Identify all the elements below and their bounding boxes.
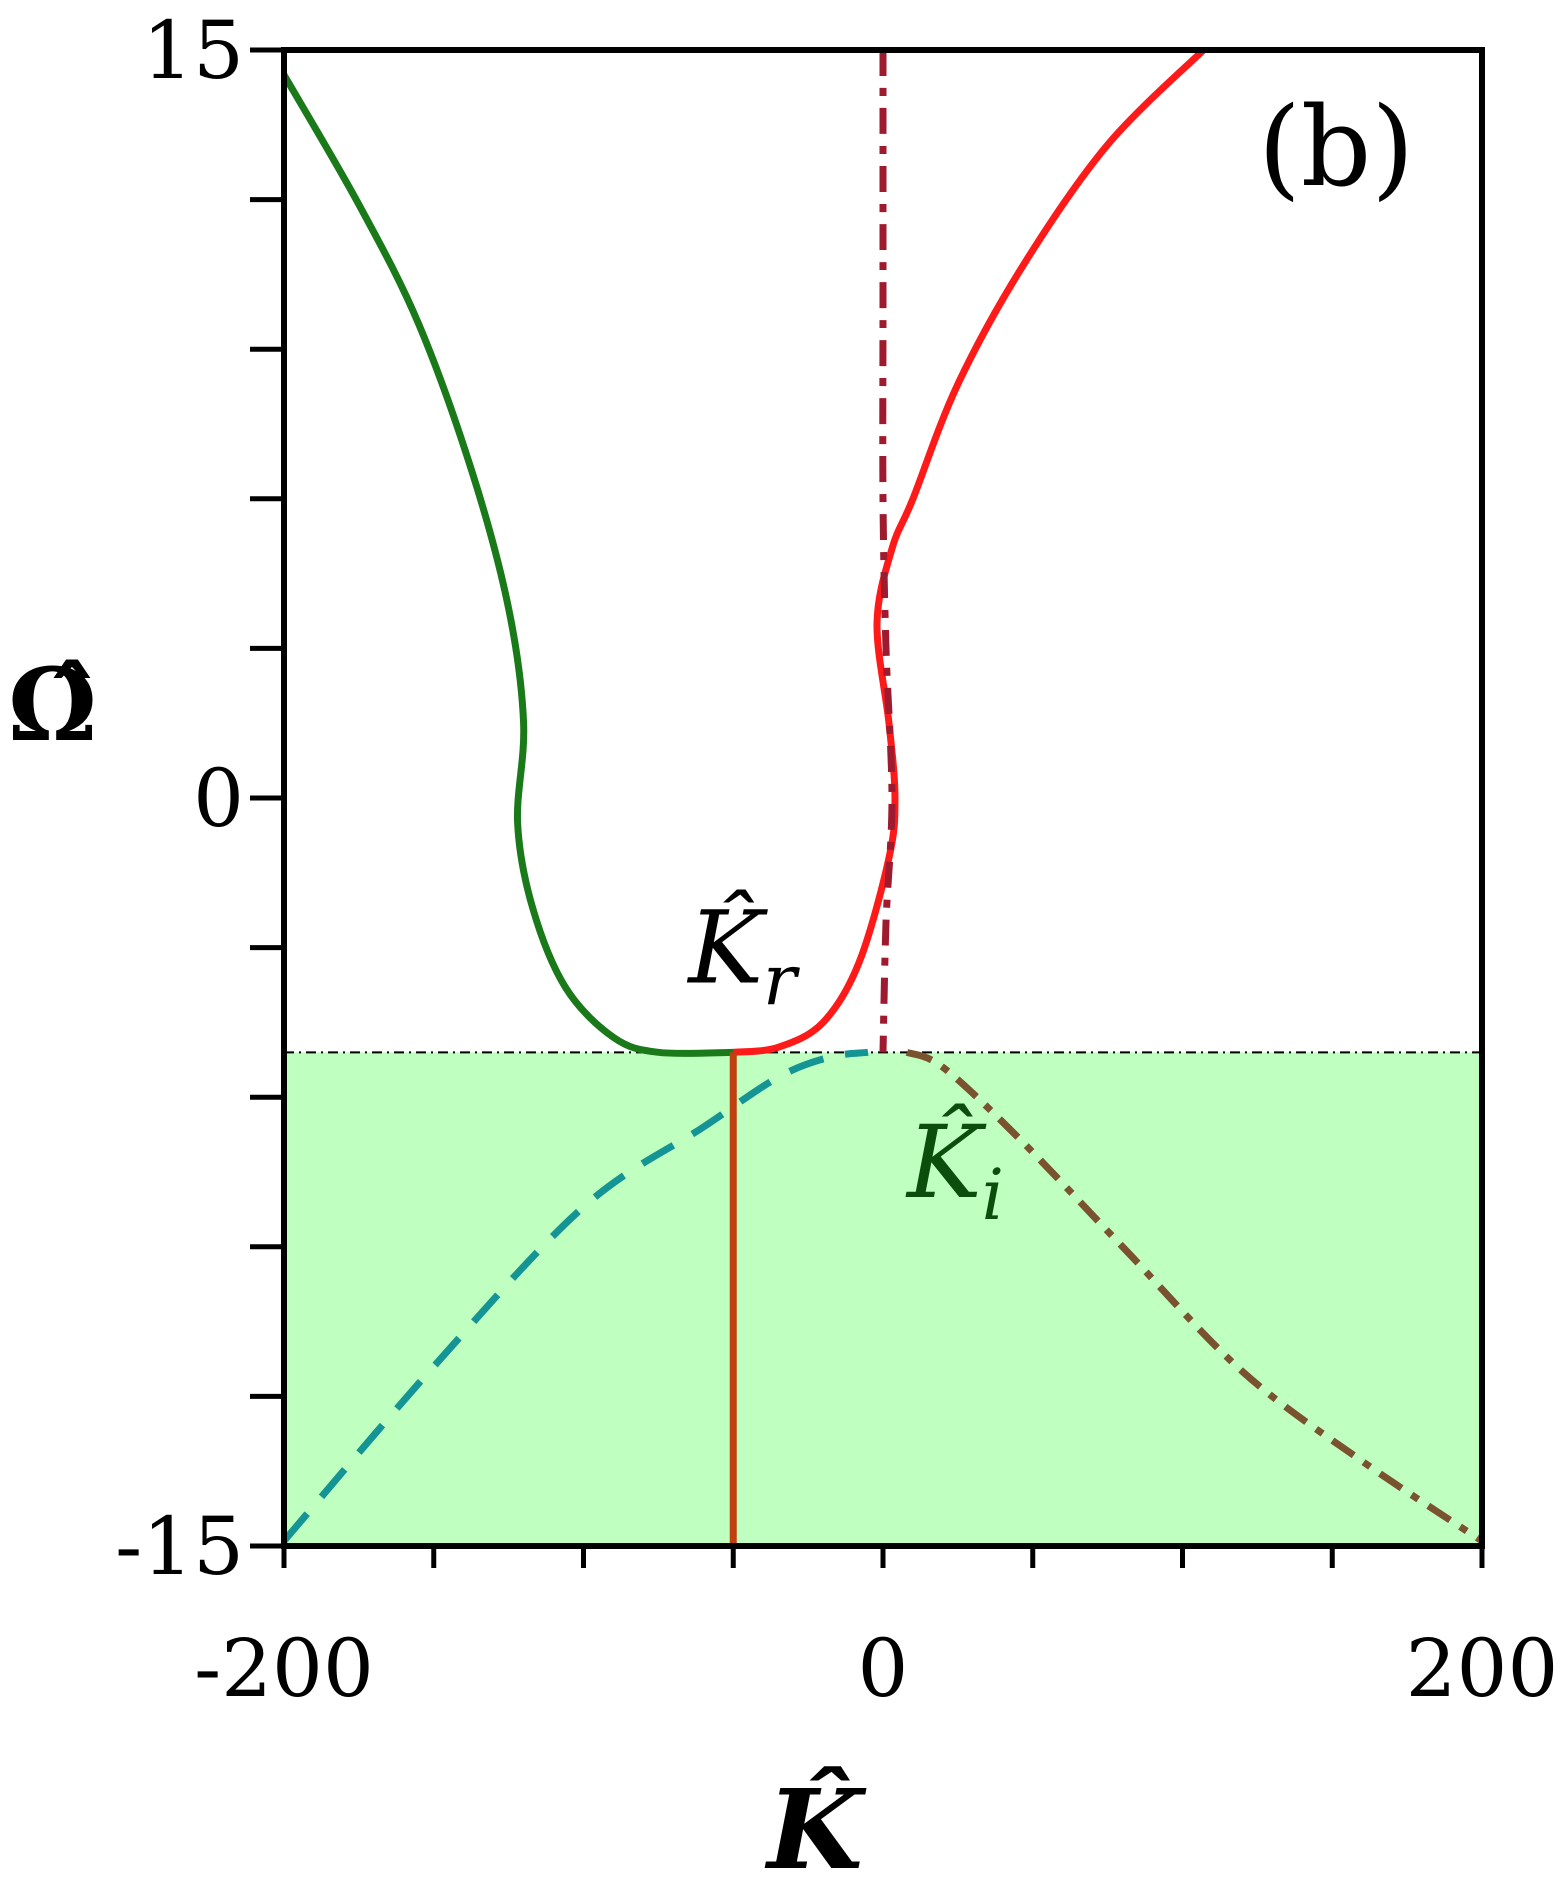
annotation-1: K̂i [905, 1104, 1004, 1236]
annotation-0: K̂r [686, 890, 800, 1022]
y-tick-label-2: -15 [115, 1500, 244, 1593]
series-line-4 [905, 1048, 1484, 1544]
annotations-group: K̂r K̂i [686, 890, 1004, 1236]
x-tick-label-0: -200 [194, 1622, 374, 1715]
y-axis-title: Ω̂ [8, 646, 97, 764]
series-group [280, 47, 1484, 1546]
panel-label: (b) [1258, 83, 1414, 211]
y-tick-label-1: 0 [193, 752, 244, 845]
series-line-5 [281, 1048, 869, 1544]
shaded-region [284, 1052, 1482, 1546]
series-line-2 [732, 47, 1206, 1056]
series-line-1 [280, 73, 734, 1057]
tick-labels-group: -200 0 200 15 0 -15 [115, 4, 1558, 1715]
ticks-group [250, 47, 1485, 1568]
x-axis-title: K̂ [764, 1765, 867, 1879]
x-tick-label-2: 200 [1406, 1622, 1559, 1715]
x-tick-label-1: 0 [858, 1622, 909, 1715]
y-tick-label-0: 15 [142, 4, 244, 97]
